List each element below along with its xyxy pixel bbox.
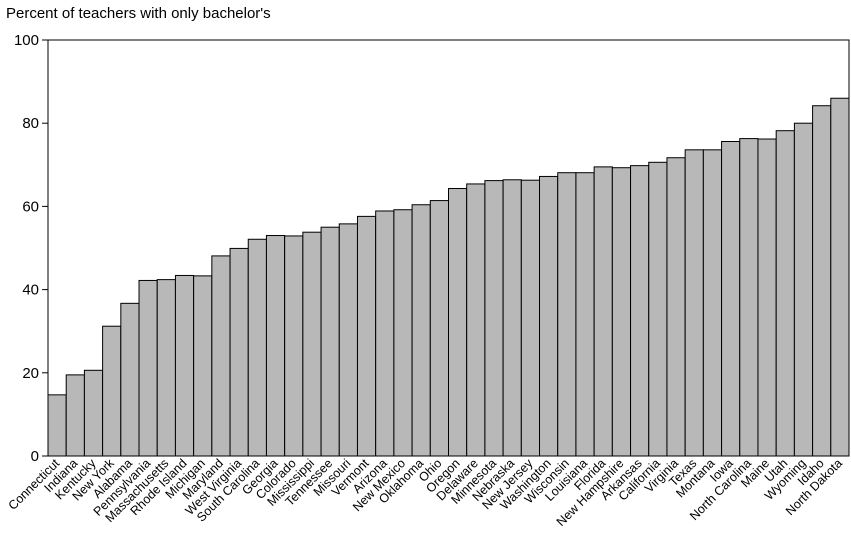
bar: [356, 215, 377, 457]
bar: [375, 210, 395, 457]
y-tick-label: 0: [31, 448, 39, 465]
bar: [684, 149, 704, 457]
bar: [539, 175, 559, 457]
bar: [575, 172, 595, 457]
y-axis: 0 20 40 60 80 100: [14, 32, 48, 465]
bar: [702, 149, 723, 457]
y-tick-label: 60: [22, 198, 39, 215]
bar: [138, 279, 158, 457]
bar: [411, 204, 431, 457]
bar: [812, 105, 832, 457]
bar: [302, 231, 322, 457]
bar: [593, 166, 613, 457]
bar: [502, 179, 522, 457]
bar: [338, 223, 358, 457]
bar: [193, 275, 213, 457]
bar: [648, 161, 668, 457]
bar: [793, 122, 814, 457]
bar: [448, 188, 468, 457]
bar: [211, 255, 231, 457]
y-tick-label: 80: [22, 115, 39, 132]
plot-frame: [47, 39, 850, 457]
bar: [320, 226, 340, 457]
bar: [284, 235, 304, 457]
y-tick-label: 20: [22, 365, 39, 382]
bar: [830, 97, 850, 457]
bar: [484, 180, 504, 457]
bar: [247, 238, 267, 457]
bar: [557, 172, 577, 457]
bar: [775, 130, 795, 457]
bar: [47, 394, 67, 457]
bar: [721, 141, 741, 457]
bar: [174, 274, 195, 457]
bar: [739, 138, 759, 457]
bar: [102, 325, 122, 457]
y-tick-label: 100: [14, 32, 39, 49]
bar: [229, 247, 249, 457]
bar: [466, 183, 486, 457]
bars-group: [47, 97, 850, 457]
bar: [630, 165, 650, 457]
bar: [520, 179, 541, 457]
bar: [666, 157, 686, 457]
bar: [429, 200, 449, 457]
bar: [83, 369, 104, 457]
bar: [265, 235, 286, 457]
y-axis-label: Percent of teachers with only bachelor's: [6, 5, 271, 22]
bar: [611, 167, 632, 457]
bar: [120, 302, 140, 457]
y-tick-label: 40: [22, 282, 39, 299]
bar: [65, 374, 85, 457]
bar: [156, 279, 176, 457]
bar: [757, 138, 777, 457]
bar: [393, 209, 413, 457]
